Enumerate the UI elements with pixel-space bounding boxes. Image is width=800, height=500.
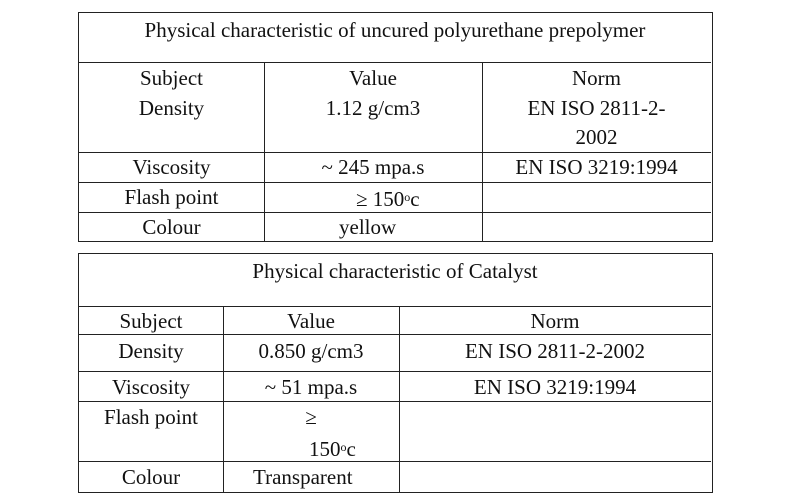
- table2-cell-subject: Density: [118, 339, 184, 363]
- degree-mark: o: [404, 190, 411, 204]
- table2-col-divider: [399, 306, 400, 492]
- table2-header-value: Value: [287, 309, 335, 333]
- table1-title-divider: [79, 62, 711, 63]
- table1-cell-value: ≥ 150oc: [264, 184, 482, 212]
- table1-cell-value: yellow: [339, 215, 397, 239]
- table1-header-norm: Norm: [572, 66, 621, 90]
- table1-cell-subject: Flash point: [124, 185, 219, 209]
- table2-cell-value: ≥: [305, 405, 317, 429]
- table1-cell-value: ~ 245 mpa.s: [321, 155, 425, 179]
- table2-cell-subject: Viscosity: [111, 375, 191, 399]
- table2-row-divider: [79, 401, 711, 402]
- table1-header-subject: Subject: [140, 66, 203, 90]
- table2-cell-value: 0.850 g/cm3: [258, 339, 364, 363]
- table1-row-divider: [79, 152, 711, 153]
- table2-row-divider: [79, 371, 711, 372]
- flash-point-value: 150: [309, 437, 341, 461]
- catalyst-table: Physical characteristic of Catalyst Subj…: [78, 253, 713, 493]
- table2-title: Physical characteristic of Catalyst: [252, 259, 538, 283]
- table1-cell-subject: Colour: [142, 215, 201, 239]
- table1-cell-norm: EN ISO 3219:1994: [515, 155, 678, 179]
- table2-cell-value: ~ 51 mpa.s: [264, 375, 358, 399]
- table2-cell-subject: Colour: [121, 465, 181, 489]
- table1-title: Physical characteristic of uncured polyu…: [144, 18, 646, 42]
- table2-cell-value: Transparent: [253, 465, 353, 489]
- flash-point-value: ≥ 150: [356, 187, 405, 211]
- table2-row-divider: [79, 334, 711, 335]
- table1-cell-norm: EN ISO 2811-2-: [527, 96, 666, 120]
- table1-cell-subject: Density: [138, 96, 205, 120]
- table2-cell-subject: Flash point: [104, 405, 198, 429]
- flash-point-unit: c: [346, 437, 356, 461]
- table1-col-divider: [482, 62, 483, 242]
- table2-col-divider: [223, 306, 224, 492]
- table2-cell-norm: EN ISO 3219:1994: [473, 375, 637, 399]
- table1-cell-norm: 2002: [575, 125, 618, 149]
- table1-row-divider: [79, 212, 711, 213]
- prepolymer-table: Physical characteristic of uncured polyu…: [78, 12, 713, 242]
- table2-header-subject: Subject: [119, 309, 183, 333]
- table1-cell-subject: Viscosity: [132, 155, 211, 179]
- degree-mark: o: [340, 440, 347, 454]
- table2-cell-value: 150oc: [223, 434, 399, 462]
- table2-header-norm: Norm: [530, 309, 580, 333]
- table1-header-value: Value: [349, 66, 397, 90]
- table2-row-divider: [79, 461, 711, 462]
- table2-cell-norm: EN ISO 2811-2-2002: [464, 339, 646, 363]
- table1-row-divider: [79, 182, 711, 183]
- table2-title-divider: [79, 306, 711, 307]
- flash-point-unit: c: [410, 187, 420, 211]
- table1-cell-value: 1.12 g/cm3: [325, 96, 421, 120]
- table1-col-divider: [264, 62, 265, 242]
